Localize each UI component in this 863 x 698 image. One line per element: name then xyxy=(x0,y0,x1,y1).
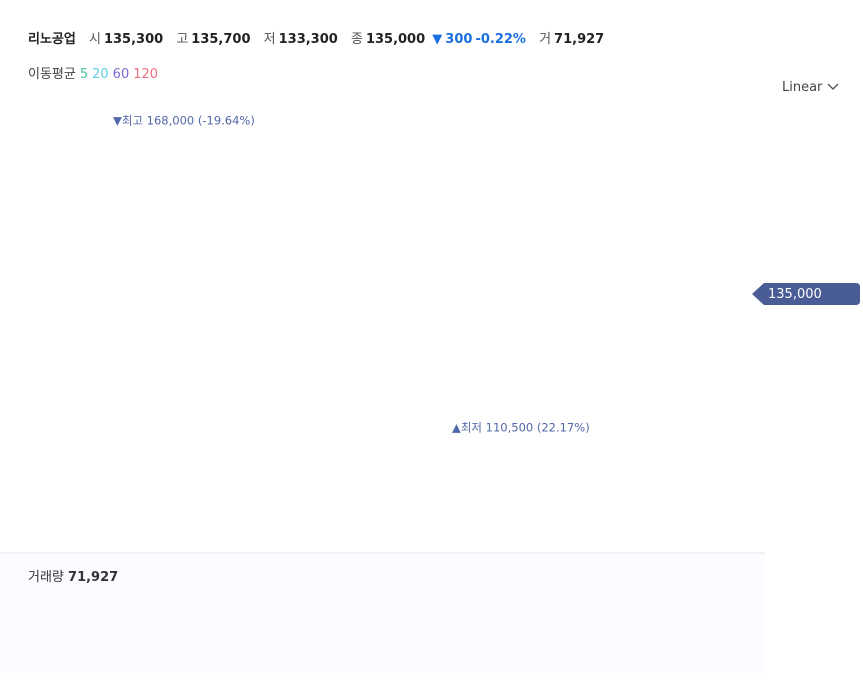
change: 300 xyxy=(445,32,473,47)
legend-title: 이동평균 xyxy=(28,67,76,82)
legend-entry: 60 xyxy=(112,67,130,82)
open: 135,300 xyxy=(103,32,164,47)
high-annotation: ▼최고 168,000 (-19.64%) xyxy=(113,114,255,128)
ma-legend: 이동평균 5 20 60 120 xyxy=(28,63,162,82)
volume: 71,927 xyxy=(554,32,605,47)
last-price-tag xyxy=(752,283,860,305)
low-annotation: ▲최저 110,500 (22.17%) xyxy=(452,421,590,435)
volume-title-text: 거래량 xyxy=(28,570,64,585)
volume-last: 71,927 xyxy=(68,570,118,585)
stock-name: 리노공업 xyxy=(28,32,76,47)
change-arrow: ▼ xyxy=(432,32,443,47)
volume-panel xyxy=(0,553,765,673)
low-label: 저 xyxy=(263,32,276,47)
close-label: 종 xyxy=(350,32,363,47)
high-label: 고 xyxy=(176,32,189,47)
last-price-label: 135,000 xyxy=(768,287,822,302)
low: 133,300 xyxy=(278,32,338,47)
legend-entry: 5 xyxy=(79,67,89,82)
change-pct: -0.22% xyxy=(475,32,526,47)
volume-title: 거래량 71,927 xyxy=(28,570,118,585)
scale-label[interactable]: Linear xyxy=(782,80,823,95)
quote-header: 리노공업 시 135,300 고 135,700 저 133,300 종 135,000… xyxy=(28,28,607,47)
chevron xyxy=(827,83,839,90)
legend-entry: 120 xyxy=(133,67,159,82)
volume-label: 거 xyxy=(539,32,552,47)
open-label: 시 xyxy=(88,32,101,47)
scale-toggle[interactable]: Linear xyxy=(782,80,839,95)
legend-entry: 20 xyxy=(92,67,109,82)
high: 135,700 xyxy=(191,32,251,47)
close: 135,000 xyxy=(365,32,426,47)
